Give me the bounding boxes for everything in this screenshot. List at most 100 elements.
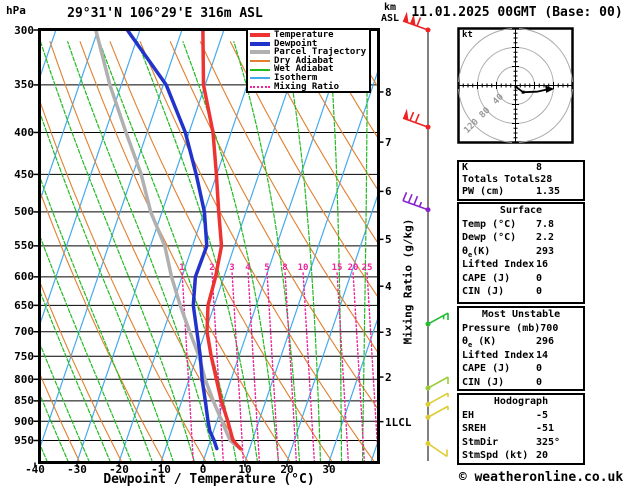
pressure-tick-label: 400 [14, 125, 34, 139]
table-row-value: 20 [536, 450, 549, 461]
most-unstable-table: Most Unstable Pressure (mb) 700 θe (K) 296 L… [457, 306, 585, 391]
lcl-label: 1LCL [385, 415, 412, 429]
altitude-tick-label: 2 [385, 371, 392, 385]
table-row: Temp (°C) 7.8 [459, 218, 583, 232]
table-row-value: -51 [536, 423, 555, 434]
table-row: Pressure (mb) 700 [459, 322, 583, 336]
table-row-value: -5 [536, 409, 549, 421]
legend-item: Dry Adiabat [250, 55, 367, 66]
dewpoint-curve [125, 31, 219, 451]
table-row: CAPE (J) 0 [459, 362, 583, 376]
table-row: Lifted Index 14 [459, 349, 583, 363]
table-row-label: EH [462, 409, 475, 421]
table-row-label: Lifted Index [462, 349, 535, 361]
table-row: SREH -51 [459, 422, 583, 436]
table-row-value: 0 [536, 376, 543, 388]
temperature-tick-label: -30 [67, 463, 87, 476]
table-row: CIN (J) 0 [459, 285, 583, 299]
temperature-axis-label: Dewpoint / Temperature (°C) [103, 472, 315, 486]
table-row-label: Temp (°C) [462, 218, 517, 230]
legend-item: Dewpoint [250, 39, 367, 49]
legend-label: Parcel Trajectory [274, 47, 367, 58]
table-row-value: 0 [536, 363, 543, 374]
most-unstable-table-header: Most Unstable [481, 309, 561, 320]
pressure-tick-label: 750 [14, 349, 34, 363]
isobar-gridlines [41, 84, 377, 441]
table-row-label: PW (cm) [462, 186, 505, 198]
pressure-tick-label: 700 [14, 325, 34, 339]
legend-swatch [250, 85, 270, 88]
legend-item: Wet Adiabat [250, 65, 367, 74]
legend-swatch [250, 41, 270, 46]
altitude-tick-label: 3 [385, 326, 392, 340]
legend-item: Isotherm [250, 74, 367, 83]
surface-table-header: Surface [499, 205, 543, 216]
temperature-tick-label: 0 [199, 463, 207, 476]
mixing-ratio-lines [181, 272, 377, 461]
altitude-axis-unit-km: km [384, 2, 397, 13]
mixing-ratio-value-label: 5 [264, 263, 270, 273]
temperature-tick-label: 10 [238, 463, 252, 476]
mixing-ratio-value-label: 25 [361, 263, 373, 273]
legend-item: Parcel Trajectory [250, 48, 367, 57]
table-row-label: SREH [462, 423, 487, 434]
table-row: PW (cm) 1.35 [459, 186, 583, 198]
table-row-value: 28 [540, 174, 553, 186]
axis-ticks [33, 29, 384, 467]
temperature-tick-label: -20 [109, 463, 129, 476]
pressure-tick-label: 350 [14, 78, 34, 92]
table-row-label: StmSpd (kt) [462, 450, 529, 461]
pressure-tick-label: 800 [14, 372, 34, 386]
table-row-label: θe(K) [462, 245, 491, 259]
table-row-label: K [462, 162, 469, 173]
pressure-tick-label: 900 [14, 414, 34, 428]
legend-label: Wet Adiabat [274, 64, 334, 75]
surface-table: Surface Temp (°C) 7.8 Dewp (°C) 2.2 θe(K) 293… [457, 202, 585, 304]
mixing-ratio-value-label: 3 [229, 263, 235, 273]
table-row-label: Lifted Index [462, 259, 535, 270]
table-row-label: Pressure (mb) [462, 322, 541, 334]
mixing-ratio-value-label: 10 [297, 263, 309, 273]
table-row: Lifted Index 16 [459, 258, 583, 272]
legend-label: Dry Adiabat [274, 55, 334, 66]
wind-barb-column [402, 11, 449, 461]
table-row-value: 325° [536, 436, 561, 448]
table-row: Dewp (°C) 2.2 [459, 231, 583, 245]
mixing-ratio-value-label: 8 [282, 263, 288, 273]
hodograph-unit-label: kt [462, 30, 473, 40]
table-row-label: Totals Totals [462, 174, 541, 186]
table-row-label: StmDir [462, 436, 499, 448]
legend-swatch [250, 68, 270, 71]
pressure-tick-label: 450 [14, 167, 34, 181]
pressure-tick-label: 950 [14, 433, 34, 447]
table-row: EH -5 [459, 409, 583, 423]
legend-label: Isotherm [274, 72, 318, 83]
altitude-tick-label: 7 [385, 136, 392, 150]
hodograph-table-header: Hodograph [493, 396, 549, 407]
pressure-axis-unit: hPa [6, 4, 26, 17]
table-row-value: 0 [536, 286, 543, 297]
table-row-value: 2.2 [536, 232, 555, 243]
altitude-tick-label: 4 [385, 280, 392, 294]
table-row-label: CIN (J) [462, 376, 505, 388]
legend-swatch [250, 60, 270, 63]
legend-label: Mixing Ratio [274, 81, 340, 92]
legend-item: Mixing Ratio [250, 81, 367, 92]
table-row-value: 700 [540, 322, 559, 334]
table-row-value: 0 [536, 272, 543, 284]
table-row-value: 7.8 [536, 218, 555, 230]
altitude-tick-label: 6 [385, 185, 392, 199]
table-row-value: 8 [536, 162, 543, 173]
table-row-label: CAPE (J) [462, 363, 511, 374]
table-row-value: 293 [536, 245, 555, 257]
table-row: θe (K) 296 [459, 335, 583, 349]
mixing-ratio-value-label: 20 [347, 263, 359, 273]
indices-table: K 8 Totals Totals 28 PW (cm) 1.35 [457, 160, 585, 201]
pressure-tick-label: 500 [14, 205, 34, 219]
datetime-label: 11.01.2025 00GMT (Base: 00) [411, 5, 623, 20]
hodograph-table: Hodograph EH -5 SREH -51 StmDir 325° StmSpd (k… [457, 393, 585, 465]
legend-swatch [250, 50, 270, 55]
table-row-label: Dewp (°C) [462, 232, 517, 243]
